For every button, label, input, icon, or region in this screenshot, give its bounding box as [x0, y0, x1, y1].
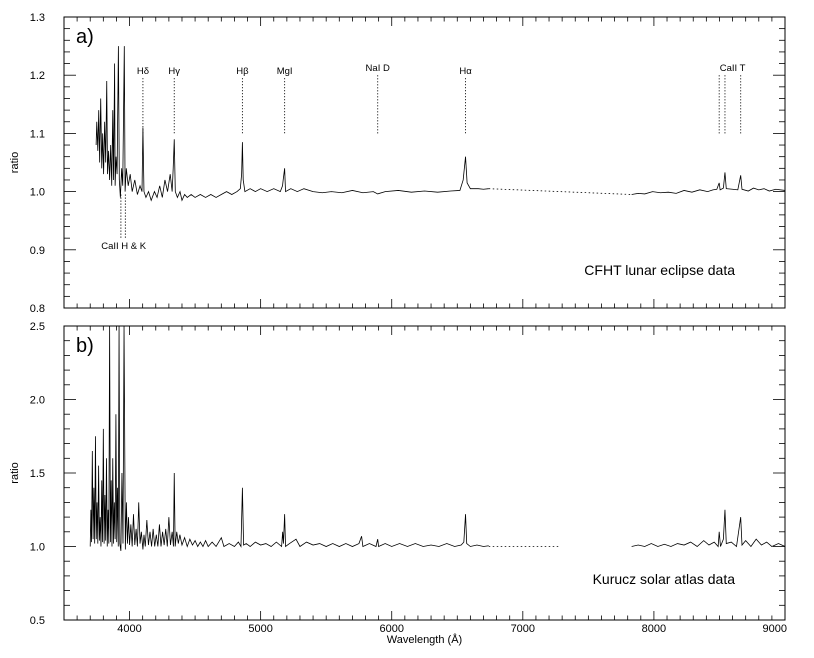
y-tick-label: 2.0 — [30, 395, 45, 407]
spectrum-line — [89, 326, 489, 551]
panel-b: 0.5 1.0 1.5 2.0 2.5 4000 5000 6000 7000 8000 9000 r… — [9, 321, 787, 646]
gap-line — [488, 188, 632, 195]
y-tick-label: 1.5 — [30, 468, 45, 480]
y-axis-title: ratio — [9, 152, 21, 173]
spectral-line-label: Hβ — [236, 66, 249, 77]
x-tick-label: 5000 — [248, 623, 272, 635]
spectral-line-label: Hγ — [168, 66, 180, 77]
panel-a: 0.8 0.9 1.0 1.1 1.2 1.3 ratio a) CFHT lunar ecli… — [9, 12, 786, 315]
spectral-line-label: Hδ — [137, 66, 149, 77]
spectral-line-label: CaII T — [720, 63, 746, 74]
y-tick-label: 1.2 — [30, 70, 45, 82]
y-tick-label: 1.1 — [30, 128, 45, 140]
x-tick-label: 8000 — [642, 623, 666, 635]
x-tick-label: 4000 — [117, 623, 141, 635]
y-axis-title: ratio — [9, 462, 21, 483]
y-tick-label: 2.5 — [30, 321, 45, 333]
spectral-line-label: NaI D — [366, 63, 390, 74]
spectrum-line — [631, 509, 785, 548]
x-tick-label: 9000 — [763, 623, 787, 635]
spectral-line-label: Hα — [459, 66, 472, 77]
panel-tag: b) — [76, 335, 94, 357]
x-tick-label: 6000 — [379, 623, 403, 635]
plot-frame — [63, 16, 786, 309]
panel-tag: a) — [76, 26, 94, 48]
y-tick-label: 0.9 — [30, 245, 45, 257]
y-tick-label: 1.0 — [30, 542, 45, 554]
y-tick-label: 0.8 — [30, 303, 45, 315]
dataset-label: Kurucz solar atlas data — [593, 571, 736, 587]
y-tick-label: 1.0 — [30, 187, 45, 199]
spectrum-line — [631, 172, 785, 195]
spectral-line-label: CaII H & K — [101, 241, 147, 252]
x-tick-label: 7000 — [511, 623, 535, 635]
x-axis-title: Wavelength (Å) — [387, 633, 462, 646]
dataset-label: CFHT lunar eclipse data — [584, 262, 735, 278]
y-tick-label: 1.3 — [30, 12, 45, 24]
spectral-line-label: MgI — [277, 66, 293, 77]
y-tick-label: 0.5 — [30, 615, 45, 627]
spectrum-line — [95, 46, 489, 202]
